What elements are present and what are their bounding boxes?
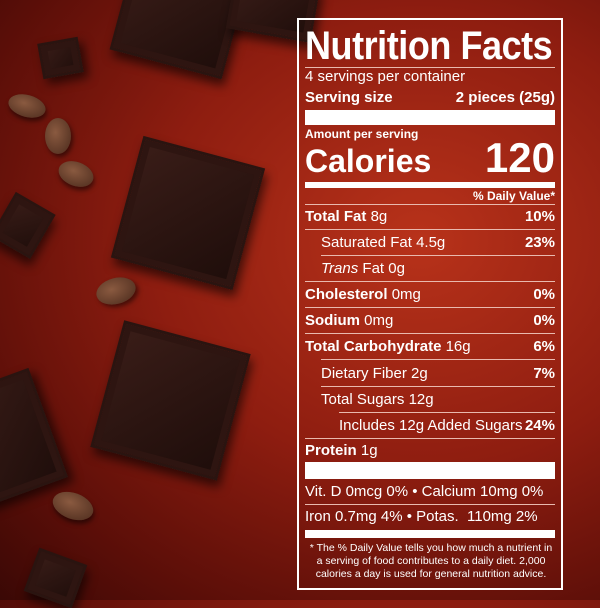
serving-size-value: 2 pieces (25g) [455,89,555,106]
nutrient-total-carbohydrate: Total Carbohydrate 16g 6% [305,338,555,355]
cocoa-bean [5,90,49,122]
divider [305,204,555,205]
calories-value: 120 [484,134,555,181]
dv-value: 24% [524,417,555,434]
nutrient-sodium: Sodium 0mg 0% [305,312,555,329]
serving-size-label: Serving size [305,89,393,106]
daily-value-text: % Daily Value* [472,189,555,203]
vitamins-row-1: Vit. D 0mcg 0% • Calcium 10mg 0% [305,483,555,500]
divider [305,333,555,334]
cocoa-bean [93,273,139,309]
amount-per-serving-text: Amount per serving [305,127,419,141]
dv-value: 23% [524,234,555,251]
thick-divider [305,462,555,479]
medium-divider [305,530,555,538]
chocolate-chunk [0,191,56,260]
vitamins-text: Iron 0.7mg 4% • Potas. 110mg 2% [305,508,538,525]
label-title: Nutrition Facts [305,24,555,69]
nutrient-saturated-fat: Saturated Fat 4.5g 23% [321,234,555,251]
amount-per-serving: Amount per serving [305,127,555,141]
daily-value-header: % Daily Value* [305,189,555,203]
cocoa-bean [54,156,98,192]
divider [321,255,555,256]
cocoa-bean [45,118,71,154]
nutrient-dietary-fiber: Dietary Fiber 2g 7% [321,365,555,382]
calories-row: Calories 120 [305,134,555,181]
nutrient-cholesterol: Cholesterol 0mg 0% [305,286,555,303]
divider [305,67,555,68]
divider [321,386,555,387]
chocolate-square [109,0,247,80]
medium-divider [305,182,555,188]
dv-value: 10% [524,208,555,225]
vitamins-text: Vit. D 0mcg 0% • Calcium 10mg 0% [305,483,544,500]
chocolate-square [90,320,251,481]
chocolate-square [110,135,266,291]
divider [339,412,555,413]
divider [305,307,555,308]
chocolate-square [0,367,69,509]
vitamins-row-2: Iron 0.7mg 4% • Potas. 110mg 2% [305,508,555,525]
chocolate-chunk [23,547,88,608]
nutrient-trans-fat: Trans Fat 0g [321,260,405,277]
dv-value: 6% [533,338,555,355]
divider [305,438,555,439]
dv-value: 0% [533,286,555,303]
calories-label: Calories [305,143,432,179]
thick-divider [305,110,555,125]
servings-per-container: 4 servings per container [305,68,555,85]
nutrient-added-sugars: Includes 12g Added Sugars 24% [339,417,555,434]
nutrient-protein: Protein 1g [305,442,378,459]
dv-value: 7% [533,365,555,382]
cocoa-bean [48,486,98,526]
title-text: Nutrition Facts [305,24,553,68]
divider [321,359,555,360]
dv-value: 0% [533,312,555,329]
divider [305,504,555,505]
chocolate-chunk [37,36,84,80]
nutrient-total-fat: Total Fat 8g 10% [305,208,555,225]
divider [305,281,555,282]
divider [305,229,555,230]
nutrition-facts-label: Nutrition Facts 4 servings per container… [297,18,563,590]
serving-size-row: Serving size 2 pieces (25g) [305,89,555,106]
footnote: * The % Daily Value tells you how much a… [309,542,553,580]
nutrient-total-sugars: Total Sugars 12g [321,391,434,408]
servings-text: 4 servings per container [305,68,466,85]
